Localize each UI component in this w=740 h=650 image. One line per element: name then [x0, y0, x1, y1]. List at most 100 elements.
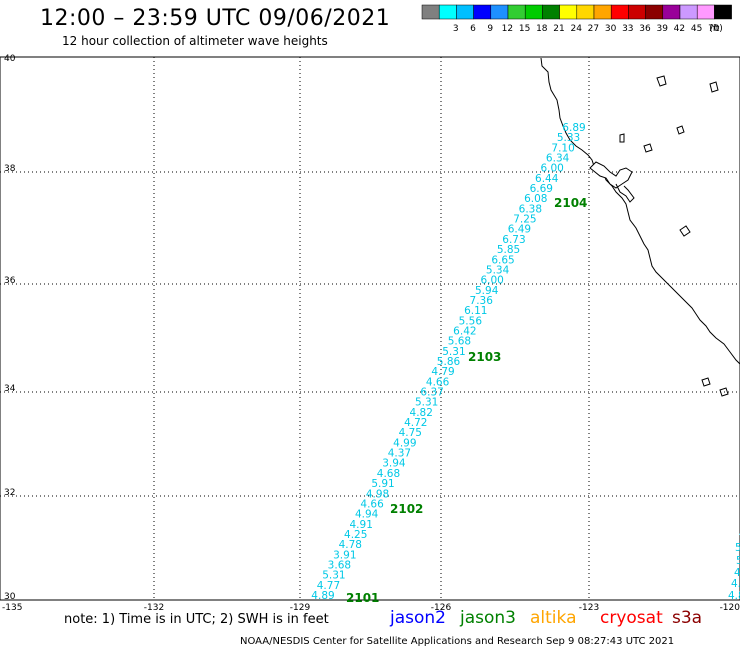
legend-label: 33 — [622, 24, 633, 34]
legend-label: 27 — [588, 24, 599, 34]
legend-swatch — [679, 4, 698, 20]
legend-swatch — [507, 4, 526, 20]
wave-height-label: 4.75 — [399, 427, 422, 439]
map-frame — [0, 56, 740, 601]
wave-height-label: 6.11 — [464, 305, 487, 317]
legend-swatch — [542, 4, 560, 20]
wave-height-label: 5. — [735, 542, 740, 554]
legend-label: 45 — [691, 24, 702, 34]
latitude-label: 38 — [4, 164, 16, 174]
wave-height-label: 6.00 — [480, 275, 503, 287]
legend-unit: (ft) — [709, 24, 723, 34]
legend-label: 9 — [487, 24, 493, 34]
wave-height-label: 4.79 — [431, 366, 454, 378]
wave-height-label: 5.31 — [442, 346, 465, 358]
wave-height-label: 6.34 — [546, 153, 570, 165]
wave-height-label: 4.66 — [360, 498, 384, 510]
legend-label: 3 — [453, 24, 459, 34]
wave-height-label: 4.68 — [377, 468, 400, 480]
legend-label: 18 — [536, 24, 548, 34]
legend-label: 39 — [656, 24, 668, 34]
wave-height-label: 5.33 — [557, 132, 580, 144]
wave-height-label: 6.69 — [530, 183, 553, 195]
legend-label: 24 — [570, 24, 582, 34]
color-legend: 3 6 9 12 15 18 21 24 27 30 33 36 39 42 45 70(ft) — [421, 4, 732, 34]
wave-height-label: 4.82 — [410, 407, 433, 419]
wave-height-label: 5.34 — [486, 264, 510, 276]
legend-label: 36 — [639, 24, 651, 34]
satellite-jason3: jason3 — [460, 608, 516, 628]
lat-lon-grid: 30 32 34 36 38 40 -135 -132 -129 -126 -123 -120 — [0, 54, 740, 613]
latitude-label: 30 — [4, 592, 16, 602]
wave-height-label: 5.91 — [371, 478, 394, 490]
wave-height-label: 7.25 — [513, 214, 536, 226]
legend-swatch — [421, 4, 440, 20]
legend-label: 6 — [470, 24, 476, 34]
wave-height-label: 4.72 — [404, 417, 427, 429]
wave-height-label: 5.86 — [437, 356, 461, 368]
latitude-label: 40 — [4, 54, 16, 64]
wave-height-label: 6.37 — [420, 387, 443, 399]
wave-height-label: 5.31 — [322, 570, 345, 582]
wave-height-label: 7.36 — [470, 295, 494, 307]
legend-swatch — [559, 4, 578, 20]
longitude-label: -129 — [290, 603, 311, 613]
legend-swatch — [524, 4, 543, 20]
wave-height-label: 3.94 — [382, 458, 406, 470]
wave-height-label: 6.00 — [540, 163, 563, 175]
legend-swatch — [714, 4, 732, 20]
legend-swatch — [645, 4, 664, 20]
legend-swatch — [696, 4, 715, 20]
coastline — [540, 57, 740, 397]
legend-swatch — [576, 4, 595, 20]
credit-line: NOAA/NESDIS Center for Satellite Applica… — [240, 636, 675, 647]
legend-swatch — [438, 4, 457, 20]
wave-height-label: 4.9 — [734, 567, 740, 579]
wave-height-label: 4.78 — [339, 539, 362, 551]
wave-height-label: 5. — [736, 555, 740, 567]
wave-height-label: 6.42 — [453, 325, 476, 337]
wave-height-label: 6.49 — [508, 224, 531, 236]
legend-label: 21 — [553, 24, 564, 34]
satellite-s3a: s3a — [672, 608, 703, 628]
wave-height-label: 6.89 — [562, 122, 585, 134]
wave-height-label: 3.68 — [328, 559, 351, 571]
legend-swatch — [490, 4, 509, 20]
map-title: 12:00 – 23:59 UTC 09/06/2021 — [40, 6, 391, 31]
time-label: 2101 — [346, 591, 379, 605]
wave-height-label: 4.9 — [731, 578, 740, 590]
time-labels: 2104 2103 2102 2101 — [346, 196, 587, 605]
wave-height-label: 6.38 — [519, 203, 542, 215]
satellite-cryosat: cryosat — [600, 608, 663, 628]
map-subtitle: 12 hour collection of altimeter wave hei… — [62, 34, 328, 48]
wave-height-label: 4.91 — [350, 519, 373, 531]
longitude-label: -120 — [720, 603, 740, 613]
wave-height-label: 4.94 — [355, 509, 379, 521]
longitude-label: -126 — [431, 603, 452, 613]
wave-height-label: 6.65 — [491, 254, 514, 266]
legend-swatch — [662, 4, 681, 20]
wave-height-label: 4.99 — [393, 437, 416, 449]
wave-height-label: 4.8 — [728, 590, 740, 602]
longitude-label: -135 — [2, 603, 22, 613]
wave-height-label: 4.25 — [344, 529, 367, 541]
wave-height-label: 5.31 — [415, 397, 438, 409]
wave-height-label: 5.85 — [497, 244, 520, 256]
wave-height-label: 4.66 — [426, 376, 450, 388]
legend-swatch — [456, 4, 474, 20]
legend-label: 12 — [502, 24, 513, 34]
legend-swatch — [473, 4, 492, 20]
legend-label: 15 — [519, 24, 530, 34]
latitude-label: 32 — [4, 488, 15, 498]
latitude-label: 36 — [4, 276, 16, 286]
legend-swatch — [610, 4, 629, 20]
wave-height-label: 3.91 — [333, 549, 356, 561]
wave-height-label: 6.73 — [502, 234, 525, 246]
wave-height-label: 4.89 — [311, 590, 334, 602]
wave-height-label: 6.08 — [524, 193, 547, 205]
wave-height-label: 5.94 — [475, 285, 499, 297]
wave-height-label: 7.10 — [551, 142, 574, 154]
longitude-label: -123 — [579, 603, 599, 613]
legend-label: 70 — [708, 24, 720, 34]
time-label: 2103 — [468, 350, 501, 364]
